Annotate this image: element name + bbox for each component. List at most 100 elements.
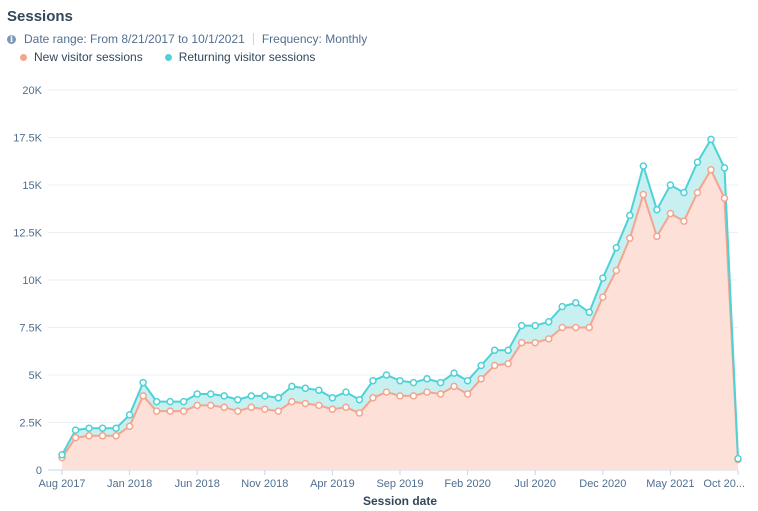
data-point-new[interactable] xyxy=(558,323,566,332)
data-point-returning[interactable] xyxy=(288,382,296,391)
data-point-returning[interactable] xyxy=(558,302,566,311)
data-point-new[interactable] xyxy=(125,422,134,431)
data-point-returning[interactable] xyxy=(193,390,201,398)
data-point-new[interactable] xyxy=(409,392,418,400)
data-point-returning[interactable] xyxy=(423,375,431,383)
data-point-returning[interactable] xyxy=(274,394,283,402)
data-point-new[interactable] xyxy=(261,405,269,413)
data-point-returning[interactable] xyxy=(166,397,174,406)
data-point-new[interactable] xyxy=(342,403,350,412)
data-point-returning[interactable] xyxy=(409,378,418,387)
data-point-returning[interactable] xyxy=(220,392,228,400)
data-point-returning[interactable] xyxy=(504,346,512,355)
data-point-returning[interactable] xyxy=(531,321,539,330)
data-point-returning[interactable] xyxy=(693,158,702,166)
data-point-returning[interactable] xyxy=(301,384,310,393)
data-point-returning[interactable] xyxy=(355,395,364,404)
data-point-new[interactable] xyxy=(585,323,594,332)
data-point-returning[interactable] xyxy=(396,376,404,385)
info-icon[interactable]: i xyxy=(7,34,16,44)
data-point-returning[interactable] xyxy=(342,388,350,396)
data-point-new[interactable] xyxy=(599,293,607,301)
data-point-new[interactable] xyxy=(179,407,188,415)
data-point-new[interactable] xyxy=(572,323,580,332)
data-point-new[interactable] xyxy=(666,209,675,218)
data-point-returning[interactable] xyxy=(599,274,607,282)
data-point-new[interactable] xyxy=(477,375,485,383)
data-point-new[interactable] xyxy=(450,382,458,391)
data-point-new[interactable] xyxy=(693,188,702,197)
data-point-new[interactable] xyxy=(206,401,215,410)
data-point-returning[interactable] xyxy=(734,454,742,463)
data-point-new[interactable] xyxy=(234,407,242,415)
data-point-new[interactable] xyxy=(71,433,80,442)
data-point-new[interactable] xyxy=(152,407,161,415)
data-point-new[interactable] xyxy=(193,401,201,410)
data-point-returning[interactable] xyxy=(369,376,377,385)
data-point-new[interactable] xyxy=(328,405,337,413)
data-point-returning[interactable] xyxy=(680,188,688,197)
data-point-returning[interactable] xyxy=(206,390,215,398)
data-point-returning[interactable] xyxy=(125,411,134,419)
data-point-new[interactable] xyxy=(301,399,310,408)
data-point-returning[interactable] xyxy=(477,361,485,370)
data-point-returning[interactable] xyxy=(490,346,499,355)
data-point-new[interactable] xyxy=(544,335,553,343)
data-point-new[interactable] xyxy=(639,190,648,199)
data-point-returning[interactable] xyxy=(58,451,66,459)
data-point-returning[interactable] xyxy=(179,397,188,406)
data-point-returning[interactable] xyxy=(85,424,93,432)
data-point-returning[interactable] xyxy=(247,392,256,400)
data-point-returning[interactable] xyxy=(234,395,242,404)
data-point-new[interactable] xyxy=(680,217,688,225)
data-point-returning[interactable] xyxy=(720,164,729,172)
data-point-new[interactable] xyxy=(139,392,147,400)
data-point-returning[interactable] xyxy=(261,392,269,400)
data-point-returning[interactable] xyxy=(666,181,675,189)
legend-item-new[interactable]: New visitor sessions xyxy=(20,50,143,64)
data-point-returning[interactable] xyxy=(382,371,391,379)
data-point-returning[interactable] xyxy=(463,376,472,385)
data-point-new[interactable] xyxy=(274,407,283,415)
data-point-new[interactable] xyxy=(436,390,445,398)
data-point-returning[interactable] xyxy=(436,378,445,387)
data-point-returning[interactable] xyxy=(544,318,553,326)
data-point-new[interactable] xyxy=(382,388,391,396)
data-point-returning[interactable] xyxy=(707,135,715,144)
legend-item-returning[interactable]: Returning visitor sessions xyxy=(164,50,315,64)
data-point-new[interactable] xyxy=(220,403,228,412)
data-point-new[interactable] xyxy=(423,388,431,396)
data-point-returning[interactable] xyxy=(139,378,147,387)
data-point-new[interactable] xyxy=(166,407,174,415)
data-point-returning[interactable] xyxy=(315,386,323,394)
data-point-new[interactable] xyxy=(531,338,539,347)
data-point-returning[interactable] xyxy=(450,369,458,377)
data-point-new[interactable] xyxy=(369,394,377,402)
data-point-new[interactable] xyxy=(85,432,93,440)
data-point-returning[interactable] xyxy=(653,205,661,214)
data-point-returning[interactable] xyxy=(612,243,621,252)
data-point-new[interactable] xyxy=(720,194,729,203)
data-point-new[interactable] xyxy=(463,390,472,398)
data-point-new[interactable] xyxy=(517,338,526,347)
data-point-new[interactable] xyxy=(288,397,296,406)
data-point-new[interactable] xyxy=(98,432,107,440)
data-point-returning[interactable] xyxy=(585,308,594,317)
data-point-returning[interactable] xyxy=(328,394,337,402)
data-point-returning[interactable] xyxy=(626,211,634,220)
data-point-returning[interactable] xyxy=(639,162,648,170)
data-point-new[interactable] xyxy=(707,166,715,174)
data-point-returning[interactable] xyxy=(572,299,580,307)
data-point-new[interactable] xyxy=(490,361,499,370)
data-point-returning[interactable] xyxy=(112,424,120,432)
data-point-new[interactable] xyxy=(626,234,634,242)
data-point-new[interactable] xyxy=(396,392,404,400)
data-point-new[interactable] xyxy=(315,401,323,410)
data-point-new[interactable] xyxy=(612,266,621,275)
data-point-returning[interactable] xyxy=(517,321,526,330)
data-point-returning[interactable] xyxy=(152,397,161,406)
data-point-new[interactable] xyxy=(247,403,256,412)
data-point-new[interactable] xyxy=(112,432,120,440)
data-point-returning[interactable] xyxy=(98,424,107,432)
data-point-new[interactable] xyxy=(355,409,364,417)
